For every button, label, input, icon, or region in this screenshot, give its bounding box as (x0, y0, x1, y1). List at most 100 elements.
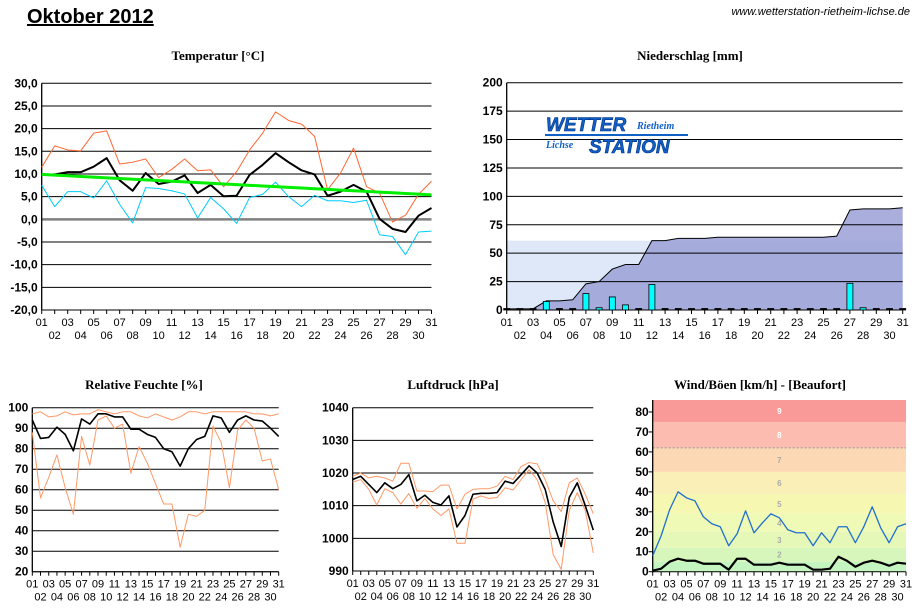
x-tick-label: 03 (43, 579, 55, 591)
precip-bar-day-08 (595, 307, 603, 311)
x-tick-label: 17 (243, 317, 255, 329)
x-tick-label: 17 (475, 578, 487, 590)
x-tick-label: 17 (712, 317, 724, 329)
x-tick-label: 08 (127, 330, 139, 342)
x-tick-label: 07 (580, 317, 592, 329)
x-tick-label: 16 (467, 591, 479, 603)
x-tick-label: 17 (158, 579, 170, 591)
logo-lichse: Lichse (545, 140, 574, 151)
x-tick-label: 22 (515, 591, 527, 603)
y-tick-label: 40 (15, 524, 29, 538)
beaufort-band-9 (652, 400, 906, 422)
y-tick-label: 30 (15, 544, 29, 558)
precip-bar-day-14 (674, 308, 682, 311)
y-tick-label: -20,0 (10, 303, 38, 317)
x-tick-label: 30 (883, 330, 895, 342)
x-tick-label: 18 (790, 592, 802, 604)
x-tick-label: 27 (844, 317, 856, 329)
precip-bar-day-03 (529, 308, 537, 311)
precip-bar-day-09 (608, 296, 616, 311)
precip-bar-day-25 (820, 308, 827, 311)
precip-bar-day-28 (859, 307, 867, 311)
y-tick-label: 40 (635, 485, 649, 499)
x-tick-label: 17 (782, 579, 794, 591)
x-tick-label: 02 (49, 330, 61, 342)
temperature-chart: -20,0 -15,0 -10,0 -5,0 0,0 5,0 10,0 15,0 20,0 25,… (10, 76, 437, 342)
series-line-max (352, 462, 594, 515)
y-tick-label: 10 (635, 545, 649, 559)
station-logo: WETTER Rietheim Lichse STATION (545, 115, 688, 158)
x-tick-label: 27 (866, 579, 878, 591)
x-tick-label: 16 (230, 330, 242, 342)
x-tick-label: 02 (655, 592, 667, 604)
y-tick-label: 10,0 (14, 167, 38, 181)
x-tick-label: 06 (689, 592, 701, 604)
x-tick-label: 05 (88, 317, 100, 329)
beaufort-band-6 (652, 471, 906, 494)
x-tick-label: 13 (125, 579, 137, 591)
x-tick-label: 31 (587, 578, 599, 590)
precip-bar-day-16 (701, 308, 709, 311)
x-tick-label: 10 (100, 592, 112, 604)
x-tick-label: 28 (875, 592, 887, 604)
x-tick-label: 22 (778, 330, 790, 342)
x-tick-label: 05 (553, 317, 565, 329)
series-line-min (41, 180, 432, 256)
x-tick-label: 05 (59, 579, 71, 591)
beaufort-label: 4 (777, 519, 782, 528)
x-tick-label: 01 (26, 579, 38, 591)
x-tick-label: 21 (295, 317, 307, 329)
x-tick-label: 14 (451, 591, 463, 603)
x-tick-label: 27 (555, 578, 567, 590)
series-line-mittel (352, 465, 595, 548)
x-tick-label: 22 (308, 330, 320, 342)
x-tick-label: 15 (141, 579, 153, 591)
logo-rietheim: Rietheim (636, 121, 674, 132)
beaufort-label: 2 (777, 551, 782, 560)
precip-bar-day-23 (793, 308, 801, 311)
x-tick-label: 12 (117, 592, 129, 604)
series-line-min (31, 415, 280, 548)
x-tick-label: 21 (815, 579, 827, 591)
x-tick-label: 25 (817, 317, 829, 329)
x-tick-label: 23 (832, 579, 844, 591)
precip-bar-day-20 (754, 308, 761, 311)
x-tick-label: 03 (663, 579, 675, 591)
y-tick-label: 30 (635, 505, 649, 519)
y-tick-label: 50 (489, 246, 503, 260)
x-tick-label: 18 (725, 330, 737, 342)
chart-title-precipitation: Niederschlag [mm] (637, 48, 743, 63)
precip-bar-day-15 (688, 308, 695, 311)
x-tick-label: 21 (765, 317, 777, 329)
x-tick-label: 26 (232, 592, 244, 604)
precip-bar-day-19 (740, 308, 748, 311)
y-tick-label: 0 (642, 565, 649, 579)
x-tick-label: 30 (412, 330, 424, 342)
y-tick-label: 70 (635, 425, 649, 439)
x-tick-label: 18 (256, 330, 268, 342)
x-tick-label: 15 (217, 317, 229, 329)
x-tick-label: 20 (751, 330, 763, 342)
x-tick-label: 31 (897, 317, 909, 329)
beaufort-band-1 (652, 561, 906, 572)
y-tick-label: 150 (483, 133, 503, 147)
beaufort-band-7 (652, 447, 906, 472)
precip-bar-day-18 (727, 308, 735, 311)
x-tick-label: 13 (443, 578, 455, 590)
x-tick-label: 16 (699, 330, 711, 342)
precip-bar-day-06 (569, 308, 577, 311)
x-tick-label: 06 (387, 591, 399, 603)
beaufort-band-8 (652, 421, 906, 448)
y-tick-label: -10,0 (10, 258, 38, 272)
x-tick-label: 20 (282, 330, 294, 342)
x-tick-label: 28 (857, 330, 869, 342)
x-tick-label: 19 (269, 317, 281, 329)
x-tick-label: 01 (36, 317, 48, 329)
x-tick-label: 14 (756, 592, 768, 604)
x-tick-label: 11 (633, 317, 644, 329)
y-tick-label: -15,0 (10, 280, 38, 294)
y-tick-label: 15,0 (14, 144, 38, 158)
y-tick-label: 5,0 (21, 190, 38, 204)
y-tick-label: 50 (635, 465, 649, 479)
x-tick-label: 10 (619, 330, 631, 342)
